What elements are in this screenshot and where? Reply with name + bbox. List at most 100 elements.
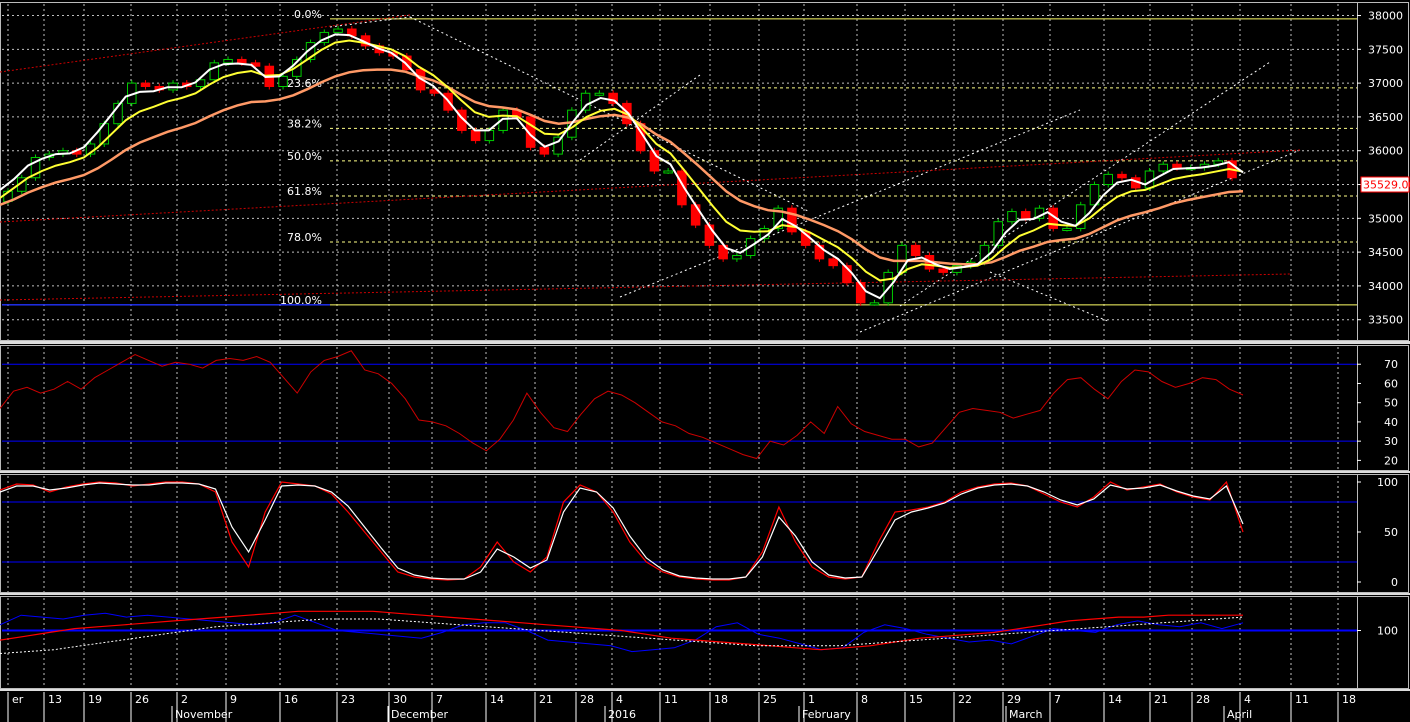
candle-up	[663, 170, 673, 174]
date-tick-label: 29	[1007, 693, 1021, 706]
panel-separator	[0, 689, 1410, 691]
candle-down	[855, 282, 866, 304]
candle-down	[140, 82, 151, 88]
candle-down	[1117, 173, 1127, 179]
month-label: November	[175, 708, 233, 721]
candle-up	[195, 79, 206, 87]
candle-down	[690, 204, 701, 226]
date-tick-label: 11	[1295, 693, 1309, 706]
trend-line	[409, 16, 811, 213]
date-tick-label: 18	[714, 693, 728, 706]
panel-frame-price	[0, 2, 1409, 341]
candle-down	[842, 265, 852, 284]
candle-up	[484, 129, 495, 142]
date-tick-label: 26	[135, 693, 149, 706]
candle-down	[704, 224, 715, 246]
indicator-tick-label: 50	[1384, 526, 1398, 539]
last-price-box-bg	[1360, 176, 1410, 193]
indicator-tick-label: 40	[1384, 416, 1398, 429]
momentum-panel[interactable]: 100	[0, 610, 1398, 654]
price-tick-label: 38000	[1368, 10, 1403, 23]
fib-level-label: 100.0%	[280, 294, 322, 307]
month-label: March	[1009, 708, 1043, 721]
candle-up	[580, 92, 591, 111]
mom-series-line	[0, 610, 1243, 651]
fib-level-label: 38.2%	[287, 117, 322, 130]
last-price-label: 35529.00	[1363, 179, 1410, 192]
date-tick-label: 8	[861, 693, 868, 706]
date-tick-label: 21	[1154, 693, 1168, 706]
candle-up	[1158, 163, 1168, 172]
candle-down	[677, 170, 687, 206]
ema-slow-line	[0, 68, 1244, 266]
trend-line	[989, 271, 1111, 323]
candle-up	[30, 156, 41, 179]
stochastic-panel[interactable]: 100 50 0	[0, 476, 1398, 589]
date-axis: er 13 19 26 2 9 16 23 30 7 14 21 28 4 11 18 25 1 8 15 22 29 7 1…	[7, 692, 1356, 722]
candle-down	[402, 55, 412, 71]
panel-separator	[0, 593, 1410, 595]
candle-up	[732, 255, 742, 260]
candle-up	[594, 92, 605, 96]
last-price-box: 35529.00	[1360, 176, 1410, 193]
candle-up	[993, 221, 1003, 246]
candle-up	[1062, 227, 1072, 231]
date-tick-label: 14	[490, 693, 504, 706]
date-tick-label: 18	[1342, 693, 1356, 706]
trend-line	[859, 149, 1301, 333]
candle-down	[649, 150, 660, 172]
date-tick-label: 14	[1108, 693, 1122, 706]
candle-up	[1089, 184, 1100, 206]
indicator-tick-label: 20	[1384, 454, 1398, 467]
month-label: 2016	[608, 708, 636, 721]
date-tick-label: 22	[958, 693, 972, 706]
panel-separator	[0, 471, 1410, 473]
ema-fast-line	[0, 33, 1244, 300]
date-tick-label: 11	[664, 693, 678, 706]
fib-level-label: 61.8%	[287, 185, 322, 198]
date-tick-label: 9	[230, 693, 237, 706]
rsi-series-line	[0, 350, 1244, 460]
stoch-series-line	[0, 482, 1244, 580]
candle-up	[113, 102, 123, 125]
fib-level-label: 50.0%	[287, 150, 322, 163]
candle-down	[457, 109, 467, 131]
trend-lines	[0, 14, 1301, 333]
indicator-tick-label: 30	[1384, 435, 1398, 448]
candle-down	[237, 58, 247, 64]
price-tick-label: 36500	[1368, 111, 1403, 124]
panel-frame-mom	[0, 596, 1409, 689]
date-tick-label: 4	[616, 693, 623, 706]
date-tick-label: 28	[580, 693, 594, 706]
date-tick-label: 13	[48, 693, 62, 706]
date-tick-label: er	[12, 693, 24, 706]
panel-frame-stoch	[0, 474, 1409, 593]
candle-down	[525, 116, 536, 148]
date-tick-label: 28	[1196, 693, 1210, 706]
candle-down	[828, 258, 838, 267]
rsi-panel[interactable]: 70 60 50 40 30 20	[0, 350, 1398, 468]
indicator-tick-label: 70	[1384, 358, 1398, 371]
trend-line	[329, 16, 411, 28]
ema-mid-line	[0, 39, 1244, 282]
candle-down	[470, 129, 481, 142]
mom-series-line	[0, 612, 1244, 653]
candle-up	[1007, 211, 1017, 223]
channel-line	[0, 149, 1301, 223]
indicator-tick-label: 100	[1377, 476, 1398, 489]
candle-up	[869, 302, 880, 306]
date-tick-label: 7	[436, 693, 443, 706]
grid-lines	[2, 4, 1357, 688]
date-tick-label: 23	[341, 693, 355, 706]
candle-down	[1172, 163, 1182, 169]
panel-separator	[0, 341, 1410, 344]
candle-up	[209, 62, 220, 81]
candle-up	[223, 58, 233, 64]
candle-up	[333, 28, 343, 33]
mom-series-line	[0, 616, 1244, 654]
indicator-tick-label: 0	[1391, 576, 1398, 589]
fib-level-label: 0.0%	[294, 8, 322, 21]
